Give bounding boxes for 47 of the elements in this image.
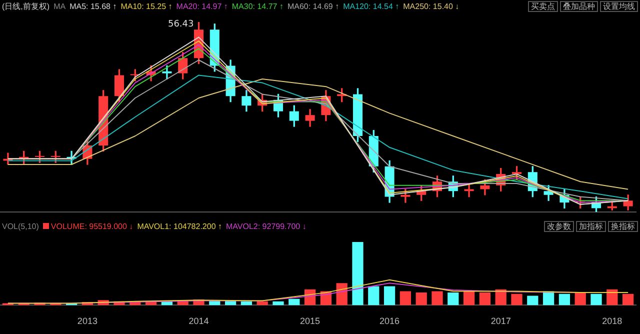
legend-label: VOLUME: 95519.000 ↓ <box>50 222 134 231</box>
bar <box>448 292 459 306</box>
bar <box>511 294 522 306</box>
bar <box>240 301 252 306</box>
annotation: 56.43 <box>168 19 194 30</box>
bar <box>463 291 475 306</box>
text: MA10: 15.25 ↑ <box>120 2 172 11</box>
bar <box>272 301 284 306</box>
bar <box>400 291 412 306</box>
text: 改参数 <box>544 221 574 232</box>
text: MA120: 14.54 ↑ <box>343 2 400 11</box>
bar <box>590 294 602 306</box>
bar <box>416 292 427 306</box>
text: MA60: 14.69 ↑ <box>287 2 340 11</box>
text: MA <box>54 2 66 11</box>
text: 设置均线 <box>600 1 638 12</box>
text: MA5: 15.68 ↑ <box>70 2 117 11</box>
text: 加指标 <box>576 221 606 232</box>
bar <box>479 292 491 306</box>
text: 叠加品种 <box>560 1 598 12</box>
x-tick-label: 2014 <box>188 316 209 326</box>
bar <box>256 301 268 306</box>
bar <box>384 286 396 306</box>
bar <box>606 289 618 306</box>
bar <box>495 289 506 306</box>
text: VOL(5,10) <box>2 222 39 231</box>
bar <box>558 294 570 306</box>
bar <box>352 242 364 306</box>
text: 换指标 <box>608 221 638 232</box>
text: 买卖点 <box>528 1 558 12</box>
x-tick-label: 2013 <box>77 316 98 326</box>
x-tick-label: 2017 <box>490 316 511 326</box>
bar <box>288 298 300 306</box>
x-tick-label: 2018 <box>602 316 622 326</box>
text: MA20: 14.97 ↑ <box>176 2 228 11</box>
text: MAVOL1: 104782.200 ↑ <box>137 222 222 231</box>
bar <box>432 291 443 306</box>
bar <box>368 286 380 306</box>
x-tick-label: 2015 <box>300 316 320 326</box>
chart-title: (日线,前复权) <box>2 2 50 11</box>
bar <box>622 294 634 306</box>
bar <box>527 296 538 306</box>
x-tick-label: 2016 <box>380 316 400 326</box>
bar <box>574 292 586 306</box>
text: MAVOL2: 92799.700 ↓ <box>226 222 306 231</box>
text: MA250: 15.40 ↓ <box>403 2 460 11</box>
text: MA30: 14.77 ↑ <box>232 2 284 11</box>
